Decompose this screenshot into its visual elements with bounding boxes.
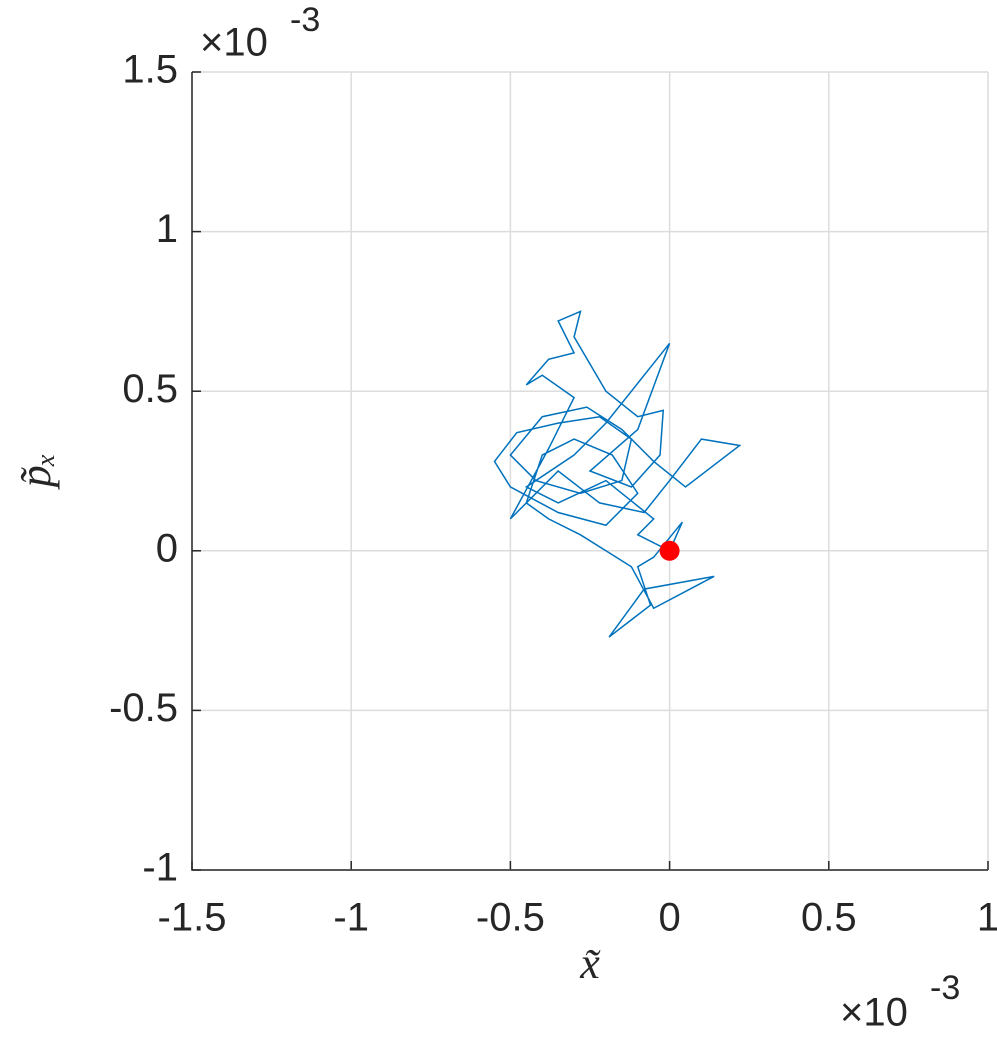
point	[659, 540, 680, 561]
y-tick-label: 1.5	[122, 48, 178, 92]
y-tick-label: 0	[156, 526, 178, 570]
y-tick-label: 0.5	[122, 367, 178, 411]
y-multiplier-base: ×10	[200, 21, 268, 65]
x-tick-label: 1	[977, 896, 997, 940]
x-tick-label: -1	[333, 896, 369, 940]
x-tick-label: 0.5	[801, 896, 857, 940]
y-multiplier-exponent: -3	[290, 1, 320, 39]
trajectory	[493, 310, 742, 638]
axes-box	[191, 72, 988, 871]
x-axis-label: x̃	[579, 939, 601, 988]
x-tick-label: 0	[658, 896, 680, 940]
x-multiplier-base: ×10	[840, 991, 908, 1035]
x-tick-label: -1.5	[158, 896, 227, 940]
x-tick-label: -0.5	[476, 896, 545, 940]
y-axis-label: p̃ₓ	[11, 453, 60, 491]
x-multiplier-exponent: -3	[930, 969, 960, 1007]
y-tick-label: -1	[142, 846, 178, 890]
y-tick-label: -0.5	[109, 686, 178, 730]
y-tick-label: 1	[156, 207, 178, 251]
